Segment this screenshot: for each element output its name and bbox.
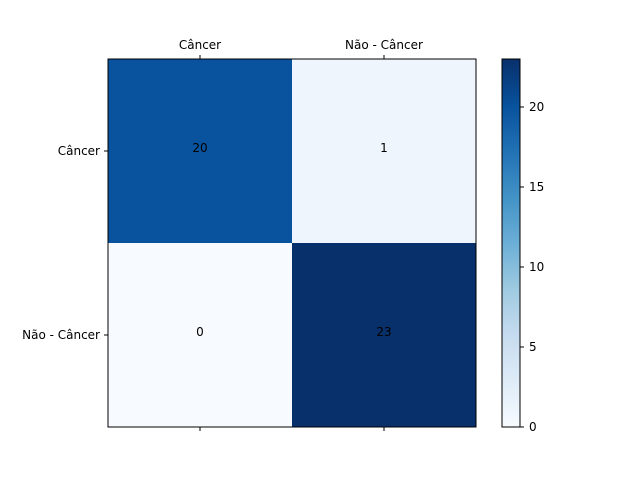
- cell-label-r0-c1: 1: [380, 141, 388, 155]
- colorbar-tick-label-3: 15: [529, 180, 544, 194]
- heatmap-cell-r1-c0: [108, 243, 292, 427]
- x-tick-label-1: Não - Câncer: [345, 38, 423, 52]
- colorbar-tick-label-0: 0: [529, 420, 537, 434]
- x-tick-label-0: Câncer: [179, 38, 221, 52]
- colorbar-tick-label-2: 10: [529, 260, 544, 274]
- cell-label-r1-c0: 0: [196, 325, 204, 339]
- colorbar-tick-label-1: 5: [529, 340, 537, 354]
- plot-frame: [107, 58, 477, 428]
- y-axis-ticks: Câncer Não - Câncer: [22, 144, 108, 342]
- cell-value-labels: 20 1 0 23: [192, 141, 391, 339]
- heatmap-cells: [108, 59, 476, 427]
- cell-label-r0-c0: 20: [192, 141, 207, 155]
- cell-label-r1-c1: 23: [376, 325, 391, 339]
- heatmap-cell-r1-c1: [292, 243, 476, 427]
- colorbar-tick-label-4: 20: [529, 100, 544, 114]
- heatmap-cell-r0-c1: [292, 59, 476, 243]
- colorbar-frame: [501, 58, 521, 428]
- colorbar: [502, 59, 520, 427]
- x-axis-ticks: Câncer Não - Câncer: [179, 38, 423, 431]
- heatmap-cell-r0-c0: [108, 59, 292, 243]
- y-tick-label-0: Câncer: [58, 144, 100, 158]
- colorbar-ticks: 0 5 10 15 20: [520, 100, 544, 434]
- y-tick-label-1: Não - Câncer: [22, 328, 100, 342]
